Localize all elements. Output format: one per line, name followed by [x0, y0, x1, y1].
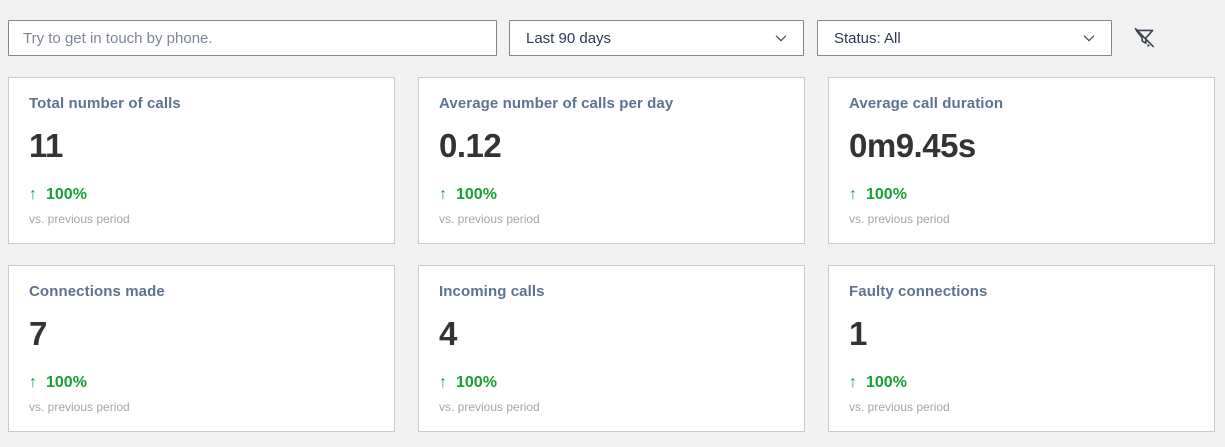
stat-card-avg-calls-per-day: Average number of calls per day 0.12 ↑ 1…: [418, 77, 805, 244]
status-select[interactable]: Status: All: [817, 20, 1112, 56]
trend-percent: 100%: [46, 186, 87, 203]
date-range-value: Last 90 days: [526, 29, 612, 47]
stat-card-incoming-calls: Incoming calls 4 ↑ 100% vs. previous per…: [418, 265, 805, 432]
stat-card-value: 0m9.45s: [849, 127, 976, 164]
trend-up-arrow-icon: ↑: [439, 186, 447, 203]
trend-up-arrow-icon: ↑: [29, 186, 37, 203]
trend-up-arrow-icon: ↑: [29, 374, 37, 391]
stat-card-comparison: vs. previous period: [439, 212, 540, 226]
stat-card-title: Incoming calls: [439, 283, 545, 300]
stat-card-comparison: vs. previous period: [29, 400, 130, 414]
stat-card-title: Faulty connections: [849, 283, 988, 300]
trend-percent: 100%: [456, 374, 497, 391]
chevron-down-icon: [775, 35, 787, 42]
stat-card-avg-call-duration: Average call duration 0m9.45s ↑ 100% vs.…: [828, 77, 1215, 244]
status-value: Status: All: [834, 29, 901, 47]
stat-card-trend: ↑ 100%: [439, 186, 784, 204]
stat-card-comparison: vs. previous period: [849, 400, 950, 414]
stat-card-comparison: vs. previous period: [29, 212, 130, 226]
trend-percent: 100%: [866, 374, 907, 391]
stat-card-title: Total number of calls: [29, 95, 181, 112]
trend-up-arrow-icon: ↑: [439, 374, 447, 391]
stat-card-trend: ↑ 100%: [849, 186, 1194, 204]
stat-card-value: 7: [29, 315, 47, 352]
stat-card-total-calls: Total number of calls 11 ↑ 100% vs. prev…: [8, 77, 395, 244]
search-input[interactable]: [8, 20, 497, 56]
chevron-down-icon: [1083, 35, 1095, 42]
stat-card-trend: ↑ 100%: [439, 374, 784, 392]
stat-card-value: 11: [29, 127, 63, 164]
trend-percent: 100%: [46, 374, 87, 391]
stat-card-trend: ↑ 100%: [29, 374, 374, 392]
filter-off-icon: [1134, 27, 1154, 48]
stat-card-title: Average number of calls per day: [439, 95, 674, 112]
stat-card-connections-made: Connections made 7 ↑ 100% vs. previous p…: [8, 265, 395, 432]
stat-card-value: 0.12: [439, 127, 502, 164]
clear-filters-button[interactable]: [1129, 22, 1161, 54]
trend-up-arrow-icon: ↑: [849, 374, 857, 391]
trend-percent: 100%: [866, 186, 907, 203]
stat-card-title: Connections made: [29, 283, 165, 300]
stat-card-comparison: vs. previous period: [439, 400, 540, 414]
stat-card-value: 1: [849, 315, 867, 352]
stat-card-value: 4: [439, 315, 457, 352]
filters-bar: Last 90 days Status: All: [8, 20, 1161, 56]
trend-up-arrow-icon: ↑: [849, 186, 857, 203]
stat-card-comparison: vs. previous period: [849, 212, 950, 226]
date-range-select[interactable]: Last 90 days: [509, 20, 804, 56]
stat-card-trend: ↑ 100%: [29, 186, 374, 204]
stat-card-title: Average call duration: [849, 95, 1004, 112]
trend-percent: 100%: [456, 186, 497, 203]
stat-card-trend: ↑ 100%: [849, 374, 1194, 392]
stat-cards-grid: Total number of calls 11 ↑ 100% vs. prev…: [8, 77, 1215, 432]
stat-card-faulty-connections: Faulty connections 1 ↑ 100% vs. previous…: [828, 265, 1215, 432]
